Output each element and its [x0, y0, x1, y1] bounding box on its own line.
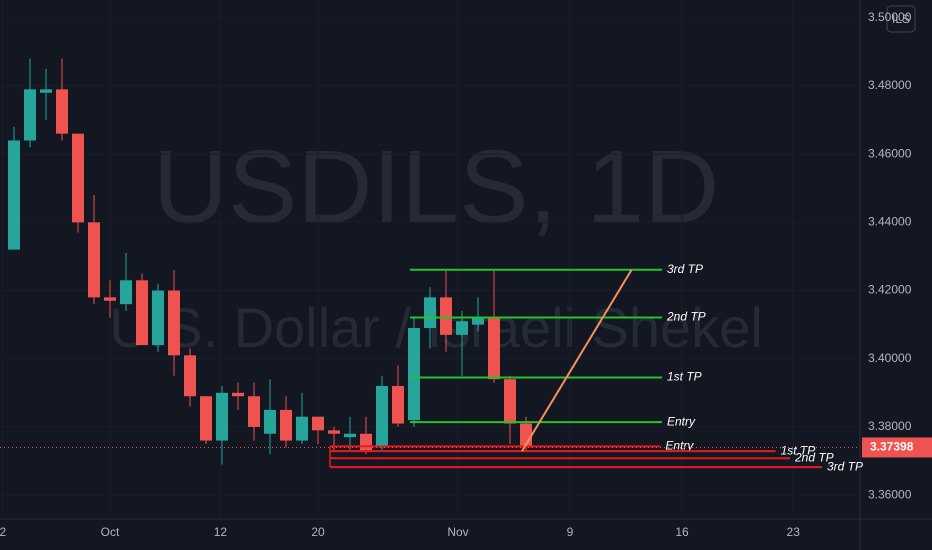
- level-label: 3rd TP: [827, 459, 863, 473]
- candle-body: [88, 222, 100, 298]
- candle-body: [472, 317, 484, 325]
- candle-body: [504, 379, 516, 424]
- current-price-box: [862, 437, 932, 458]
- candle-body: [136, 280, 148, 346]
- y-tick-label: 3.38000: [868, 419, 912, 433]
- candle-body: [184, 355, 196, 397]
- candle-body: [216, 392, 228, 441]
- candle-body: [200, 396, 212, 441]
- y-tick-label: 3.44000: [868, 215, 912, 229]
- candle-body: [408, 328, 420, 421]
- y-tick-label: 3.42000: [868, 283, 912, 297]
- candle-body: [40, 89, 52, 93]
- candle-body: [56, 89, 68, 134]
- x-tick-label: 12: [214, 525, 228, 539]
- candle-body: [296, 416, 308, 441]
- candle-body: [24, 89, 36, 141]
- x-tick-label: 2: [0, 525, 6, 539]
- candle-body: [104, 297, 116, 301]
- x-tick-label: Nov: [447, 525, 468, 539]
- candle-body: [232, 392, 244, 397]
- candle-body: [72, 133, 84, 223]
- candle-body: [328, 430, 340, 434]
- y-tick-label: 3.46000: [868, 146, 912, 160]
- candle-body: [120, 280, 132, 305]
- y-tick-label: 3.40000: [868, 351, 912, 365]
- candle-body: [280, 409, 292, 441]
- y-tick-label: 3.50000: [868, 10, 912, 24]
- candle-body: [456, 321, 468, 335]
- watermark-title: USDILS, 1D: [153, 129, 719, 245]
- candle-body: [248, 396, 260, 427]
- candle-body: [312, 416, 324, 431]
- candle-body: [424, 297, 436, 329]
- candle-body: [392, 386, 404, 424]
- current-price-label: 3.37398: [870, 440, 914, 454]
- currency-button[interactable]: [886, 5, 916, 33]
- candle-body: [152, 290, 164, 346]
- currency-label[interactable]: ILS: [892, 12, 910, 26]
- level-label: Entry: [667, 414, 696, 428]
- candle-body: [376, 386, 388, 448]
- candle-body: [8, 140, 20, 250]
- trend-line: [521, 269, 633, 452]
- candle-body: [168, 290, 180, 356]
- x-tick-label: 20: [311, 525, 325, 539]
- level-label: 3rd TP: [667, 262, 703, 276]
- x-tick-label: 9: [567, 525, 574, 539]
- level-label: 2nd TP: [794, 450, 834, 464]
- y-tick-label: 3.36000: [868, 487, 912, 501]
- level-label: 1st TP: [781, 443, 816, 457]
- level-label: 2nd TP: [666, 310, 706, 324]
- candle-body: [344, 433, 356, 438]
- candle-body: [488, 317, 500, 380]
- x-tick-label: 16: [675, 525, 689, 539]
- candle-body: [264, 409, 276, 434]
- candle-body: [440, 297, 452, 335]
- x-tick-label: 23: [787, 525, 801, 539]
- x-tick-label: Oct: [101, 525, 120, 539]
- level-label: 1st TP: [667, 370, 702, 384]
- y-tick-label: 3.48000: [868, 78, 912, 92]
- candle-body: [360, 433, 372, 451]
- level-label: Entry: [665, 439, 694, 453]
